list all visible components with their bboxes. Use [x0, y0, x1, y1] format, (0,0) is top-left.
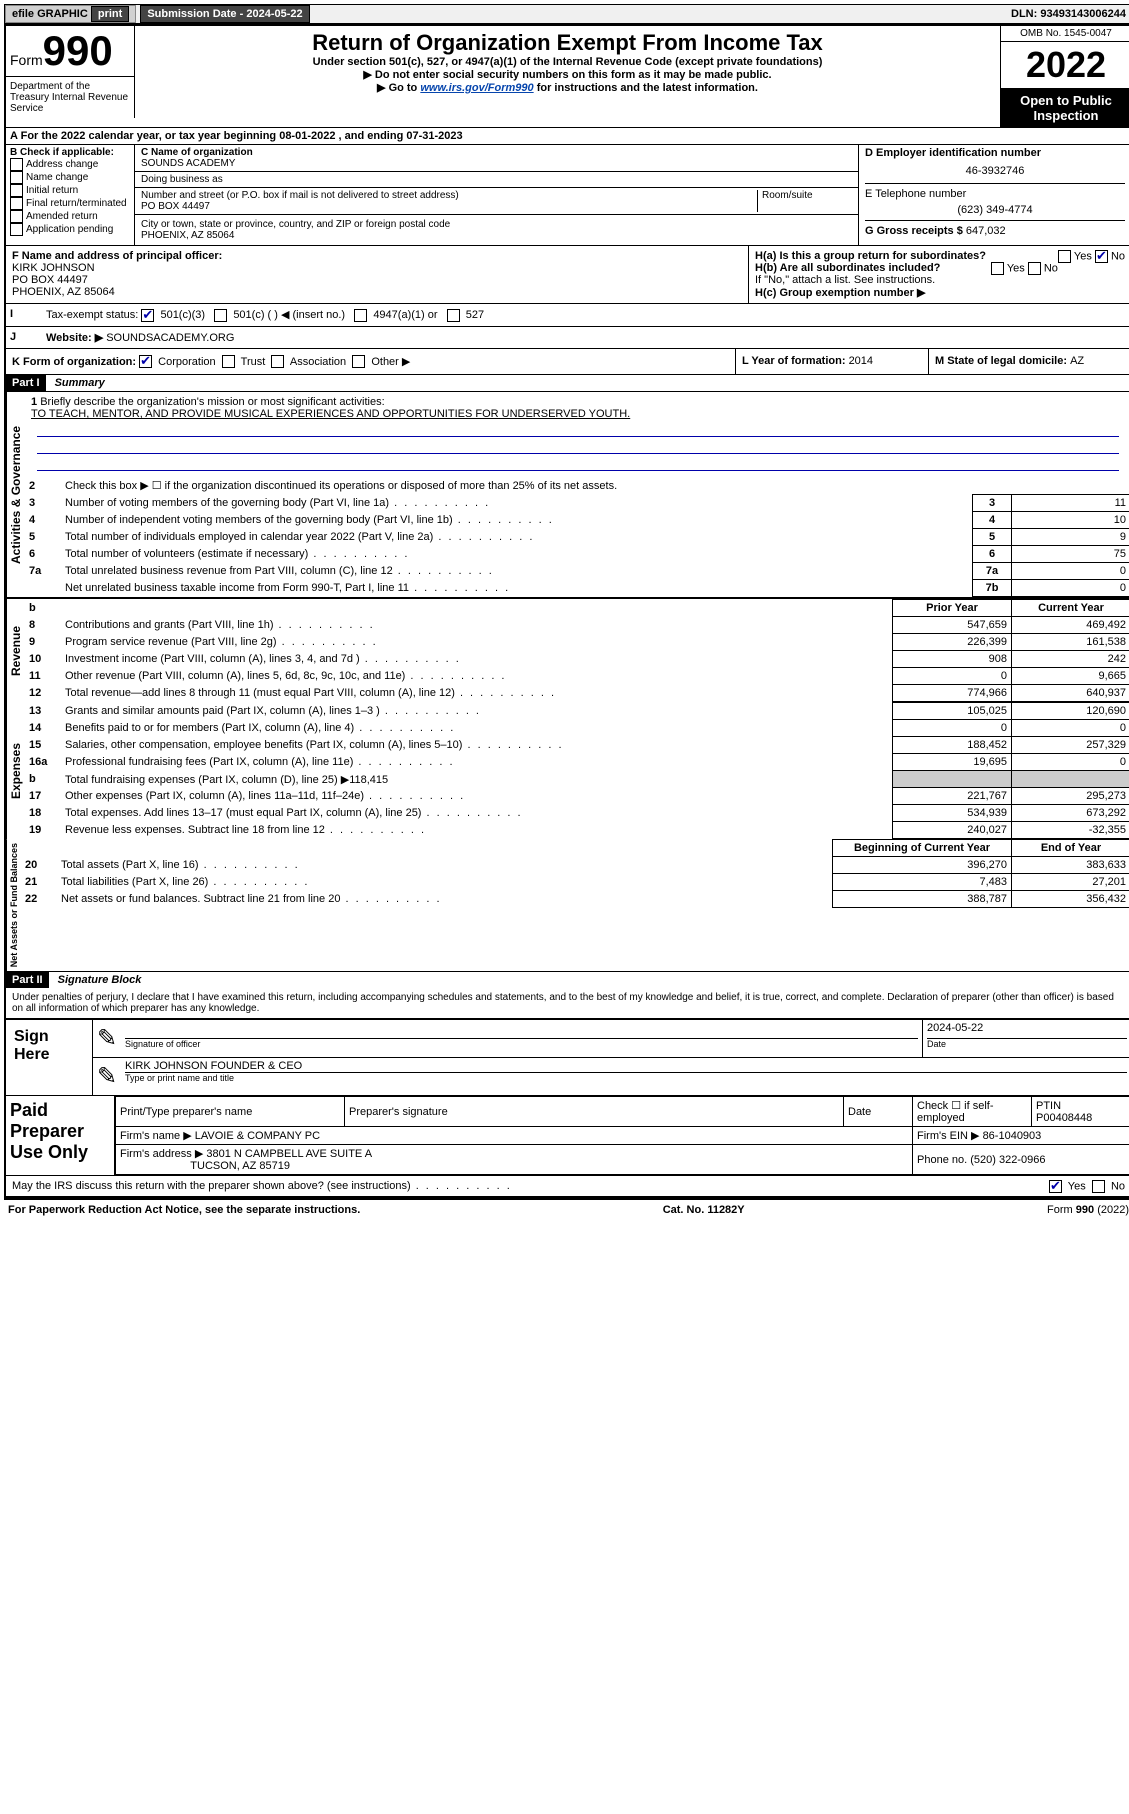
form-container: Form990 Department of the Treasury Inter… — [4, 24, 1129, 1200]
section-klm: K Form of organization: Corporation Trus… — [6, 349, 1129, 376]
calendar-year-line: A For the 2022 calendar year, or tax yea… — [6, 128, 1129, 145]
irs-link[interactable]: www.irs.gov/Form990 — [420, 82, 533, 94]
section-i: I Tax-exempt status: 501(c)(3) 501(c) ( … — [6, 304, 1129, 327]
note-ssn: ▶ Do not enter social security numbers o… — [139, 68, 996, 81]
right-box: OMB No. 1545-0047 2022 Open to Public In… — [1000, 26, 1129, 127]
tax-year: 2022 — [1001, 42, 1129, 89]
discuss-line: May the IRS discuss this return with the… — [6, 1176, 1129, 1198]
note-link: ▶ Go to www.irs.gov/Form990 for instruct… — [139, 81, 996, 94]
gov-vlabel: Activities & Governance — [6, 392, 25, 597]
omb-number: OMB No. 1545-0047 — [1001, 26, 1129, 42]
form-title: Return of Organization Exempt From Incom… — [139, 30, 996, 56]
revenue-section: Revenue bPrior YearCurrent Year8Contribu… — [6, 597, 1129, 702]
dept-treasury: Department of the Treasury Internal Reve… — [6, 76, 135, 118]
section-f-h: F Name and address of principal officer:… — [6, 246, 1129, 304]
activities-governance: Activities & Governance 1 Briefly descri… — [6, 392, 1129, 597]
part-1-header: Part I Summary — [6, 375, 1129, 392]
gov-table: 2Check this box ▶ ☐ if the organization … — [25, 477, 1129, 597]
print-button[interactable]: print — [91, 6, 129, 22]
expenses-section: Expenses 13Grants and similar amounts pa… — [6, 702, 1129, 839]
section-b: B Check if applicable: Address change Na… — [6, 145, 135, 245]
footer: For Paperwork Reduction Act Notice, see … — [4, 1200, 1129, 1220]
section-d: D Employer identification number 46-3932… — [859, 145, 1129, 245]
form-header: Form990 Department of the Treasury Inter… — [6, 26, 1129, 128]
efile-label: efile GRAPHIC print — [5, 5, 136, 23]
submission-date: Submission Date - 2024-05-22 — [140, 5, 309, 23]
form-subtitle: Under section 501(c), 527, or 4947(a)(1)… — [139, 56, 996, 68]
section-j: J Website: ▶ SOUNDSACADEMY.ORG — [6, 327, 1129, 349]
paid-preparer-block: Paid Preparer Use Only Print/Type prepar… — [6, 1096, 1129, 1176]
part-2-header: Part II Signature Block — [6, 971, 1129, 988]
dln: DLN: 93493143006244 — [1005, 6, 1129, 22]
open-public: Open to Public Inspection — [1001, 89, 1129, 127]
sign-here-block: Sign Here ✎ Signature of officer 2024-05… — [6, 1018, 1129, 1096]
penalty-text: Under penalties of perjury, I declare th… — [6, 988, 1129, 1018]
form-number-box: Form990 — [6, 26, 135, 76]
info-grid: B Check if applicable: Address change Na… — [6, 145, 1129, 246]
netassets-section: Net Assets or Fund Balances Beginning of… — [6, 839, 1129, 971]
top-bar: efile GRAPHIC print Submission Date - 20… — [4, 4, 1129, 24]
section-c: C Name of organization SOUNDS ACADEMY Do… — [135, 145, 859, 245]
title-box: Return of Organization Exempt From Incom… — [135, 26, 1000, 127]
